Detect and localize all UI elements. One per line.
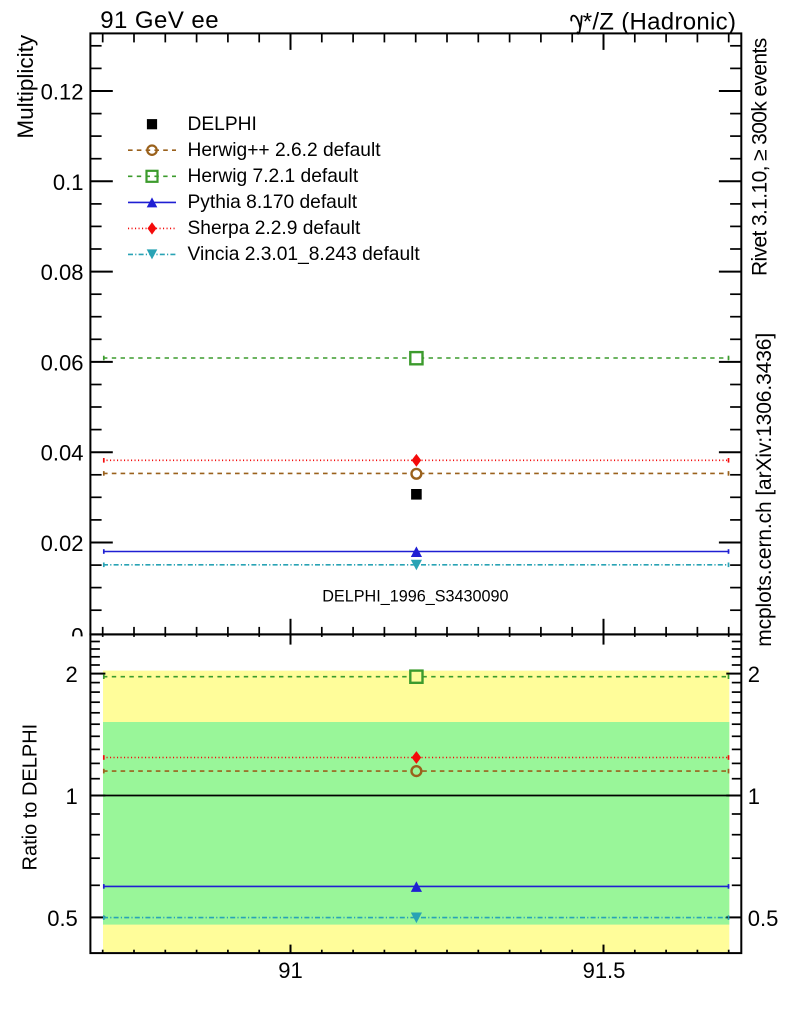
svg-text:0.02: 0.02 [41, 531, 84, 556]
svg-text:1: 1 [748, 784, 760, 809]
svg-text:mcplots.cern.ch [arXiv:1306.34: mcplots.cern.ch [arXiv:1306.3436] [753, 333, 776, 647]
svg-text:Sherpa 2.2.9 default: Sherpa 2.2.9 default [188, 218, 361, 239]
svg-text:DELPHI: DELPHI [188, 114, 257, 135]
svg-text:1: 1 [66, 784, 78, 809]
svg-text:91.5: 91.5 [583, 958, 626, 983]
svg-text:Rivet 3.1.10, ≥ 300k events: Rivet 3.1.10, ≥ 300k events [748, 38, 771, 276]
svg-text:Vincia 2.3.01_8.243 default: Vincia 2.3.01_8.243 default [188, 244, 421, 265]
svg-text:91: 91 [278, 958, 302, 983]
svg-text:DELPHI_1996_S3430090: DELPHI_1996_S3430090 [322, 588, 508, 606]
svg-text:0.04: 0.04 [41, 441, 84, 466]
svg-text:0.12: 0.12 [41, 80, 84, 105]
svg-text:Herwig 7.2.1 default: Herwig 7.2.1 default [188, 166, 359, 187]
svg-text:2: 2 [66, 662, 78, 687]
svg-text:2: 2 [748, 662, 760, 687]
svg-text:*/Z (Hadronic): */Z (Hadronic) [583, 9, 737, 36]
svg-text:0.5: 0.5 [47, 906, 78, 931]
svg-text:91 GeV ee: 91 GeV ee [100, 7, 219, 34]
svg-text:Herwig++ 2.6.2 default: Herwig++ 2.6.2 default [188, 140, 382, 161]
svg-text:0.06: 0.06 [41, 350, 84, 375]
svg-text:Ratio to DELPHI: Ratio to DELPHI [20, 724, 42, 871]
svg-text:0.08: 0.08 [41, 260, 84, 285]
svg-text:Pythia 8.170 default: Pythia 8.170 default [188, 192, 358, 213]
svg-text:0.5: 0.5 [748, 906, 779, 931]
svg-text:Multiplicity: Multiplicity [13, 34, 38, 139]
svg-text:0.1: 0.1 [53, 170, 84, 195]
